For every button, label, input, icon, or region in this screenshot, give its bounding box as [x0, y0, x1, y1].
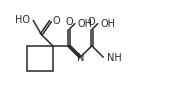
Text: N: N	[78, 53, 85, 63]
Text: NH: NH	[107, 53, 121, 63]
Text: OH: OH	[78, 19, 93, 29]
Text: HO: HO	[15, 15, 30, 25]
Text: O: O	[65, 17, 73, 27]
Text: O: O	[88, 17, 96, 27]
Text: OH: OH	[101, 19, 116, 29]
Text: O: O	[52, 16, 60, 26]
